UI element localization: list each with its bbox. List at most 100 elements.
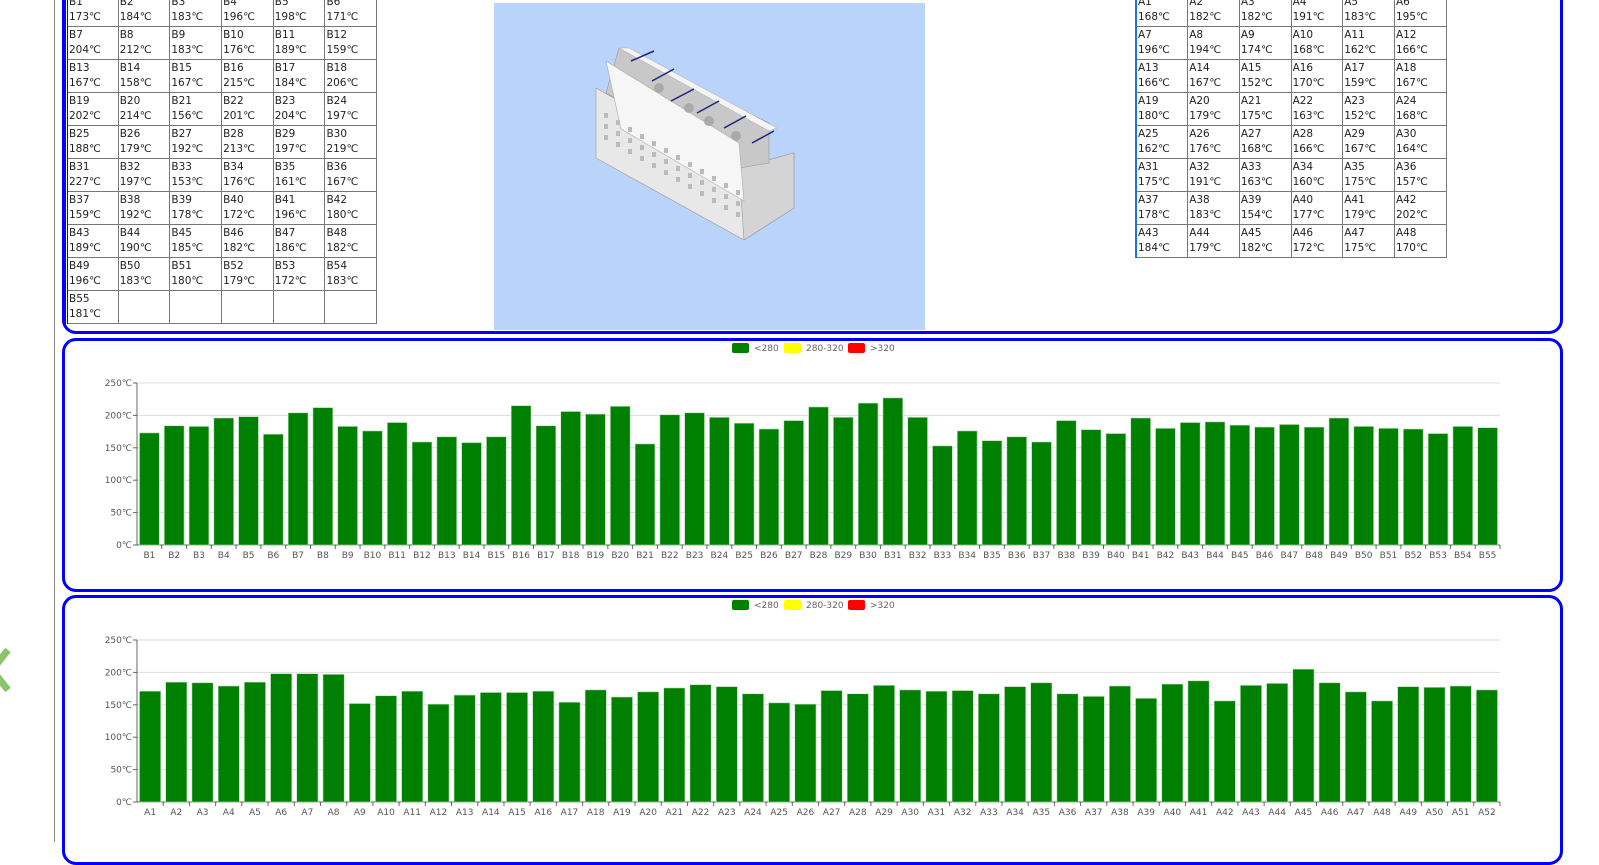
bar-B13[interactable] xyxy=(436,436,457,546)
bar-B33[interactable] xyxy=(932,445,953,546)
bar-A7[interactable] xyxy=(296,673,319,803)
bar-B2[interactable] xyxy=(163,425,185,546)
bar-B43[interactable] xyxy=(1180,422,1201,546)
bar-B6[interactable] xyxy=(263,433,284,546)
bar-B14[interactable] xyxy=(461,442,482,546)
bar-A19[interactable] xyxy=(611,696,633,803)
bar-B50[interactable] xyxy=(1353,426,1374,546)
bar-A16[interactable] xyxy=(532,690,555,803)
3d-model-view[interactable] xyxy=(494,3,925,330)
bar-A17[interactable] xyxy=(558,701,581,803)
bar-B46[interactable] xyxy=(1254,426,1275,546)
bar-A38[interactable] xyxy=(1109,685,1131,803)
bar-B48[interactable] xyxy=(1303,426,1325,546)
bar-A1[interactable] xyxy=(139,690,162,803)
bar-B22[interactable] xyxy=(659,414,680,546)
bar-B34[interactable] xyxy=(956,430,978,546)
bar-B41[interactable] xyxy=(1130,417,1151,546)
bar-A2[interactable] xyxy=(165,681,188,803)
bar-B9[interactable] xyxy=(337,426,358,546)
bar-B3[interactable] xyxy=(188,426,210,546)
bar-B37[interactable] xyxy=(1031,441,1052,546)
bar-A18[interactable] xyxy=(584,689,607,803)
bar-A5[interactable] xyxy=(244,681,266,803)
bar-B45[interactable] xyxy=(1229,424,1250,546)
bar-A8[interactable] xyxy=(322,674,345,803)
bar-A29[interactable] xyxy=(873,685,895,803)
bar-B39[interactable] xyxy=(1080,429,1102,546)
bar-B54[interactable] xyxy=(1452,426,1474,546)
bar-B32[interactable] xyxy=(907,417,928,546)
bar-B52[interactable] xyxy=(1403,428,1424,546)
bar-A48[interactable] xyxy=(1371,700,1393,803)
bar-B26[interactable] xyxy=(758,428,780,546)
bar-A31[interactable] xyxy=(925,690,948,803)
bar-A27[interactable] xyxy=(820,690,843,803)
bar-B36[interactable] xyxy=(1006,436,1027,546)
bar-A45[interactable] xyxy=(1292,668,1315,803)
bar-B8[interactable] xyxy=(312,407,334,546)
bar-A14[interactable] xyxy=(479,692,502,803)
bar-B18[interactable] xyxy=(560,411,581,546)
bar-A50[interactable] xyxy=(1423,687,1446,803)
bar-A47[interactable] xyxy=(1344,691,1367,803)
bar-B10[interactable] xyxy=(362,430,383,546)
bar-A21[interactable] xyxy=(663,687,686,803)
bar-A30[interactable] xyxy=(899,689,922,803)
bar-B35[interactable] xyxy=(981,440,1003,546)
bar-A15[interactable] xyxy=(506,692,528,803)
bar-A6[interactable] xyxy=(270,673,293,803)
bar-A22[interactable] xyxy=(689,684,712,803)
bar-B38[interactable] xyxy=(1056,420,1077,546)
bar-B44[interactable] xyxy=(1204,421,1226,546)
bar-B4[interactable] xyxy=(213,417,234,546)
bar-A12[interactable] xyxy=(427,703,450,803)
bar-A39[interactable] xyxy=(1135,698,1158,803)
bar-B20[interactable] xyxy=(610,406,631,546)
bar-B28[interactable] xyxy=(808,406,829,546)
bar-B30[interactable] xyxy=(857,402,879,546)
bar-B5[interactable] xyxy=(238,416,259,546)
bar-A24[interactable] xyxy=(742,693,764,803)
bar-B15[interactable] xyxy=(486,436,507,546)
bar-A9[interactable] xyxy=(348,703,371,803)
bar-A23[interactable] xyxy=(715,686,738,803)
bar-A49[interactable] xyxy=(1397,686,1420,803)
bar-A34[interactable] xyxy=(1004,686,1026,803)
bar-A13[interactable] xyxy=(453,694,476,803)
bar-A11[interactable] xyxy=(401,690,424,803)
bar-B19[interactable] xyxy=(585,413,606,546)
bar-B27[interactable] xyxy=(783,420,804,546)
bar-A20[interactable] xyxy=(637,691,660,803)
bar-B51[interactable] xyxy=(1378,428,1399,546)
bar-B55[interactable] xyxy=(1477,427,1498,546)
bar-A26[interactable] xyxy=(794,703,817,803)
bar-B7[interactable] xyxy=(287,412,309,546)
bar-B31[interactable] xyxy=(882,397,904,546)
bar-B29[interactable] xyxy=(833,417,854,546)
bar-B17[interactable] xyxy=(535,425,557,546)
collapse-chevron-icon[interactable] xyxy=(0,648,16,692)
bar-A44[interactable] xyxy=(1266,683,1289,803)
bar-B16[interactable] xyxy=(510,405,532,546)
bar-B24[interactable] xyxy=(709,417,730,546)
bar-B21[interactable] xyxy=(634,443,656,546)
bar-A35[interactable] xyxy=(1030,682,1053,803)
bar-B12[interactable] xyxy=(411,441,433,546)
bar-B47[interactable] xyxy=(1279,424,1300,546)
bar-A42[interactable] xyxy=(1213,700,1236,803)
bar-A28[interactable] xyxy=(846,693,869,803)
bar-A36[interactable] xyxy=(1056,693,1079,803)
bar-A51[interactable] xyxy=(1449,685,1472,803)
bar-B40[interactable] xyxy=(1105,433,1127,546)
bar-B23[interactable] xyxy=(684,412,705,546)
bar-A43[interactable] xyxy=(1240,685,1262,803)
bar-A10[interactable] xyxy=(375,695,397,803)
bar-B53[interactable] xyxy=(1427,433,1449,546)
bar-B11[interactable] xyxy=(387,422,408,546)
bar-A40[interactable] xyxy=(1161,683,1184,803)
bar-A3[interactable] xyxy=(191,682,214,803)
bar-B42[interactable] xyxy=(1155,428,1176,546)
bar-B49[interactable] xyxy=(1328,417,1350,546)
bar-B1[interactable] xyxy=(139,432,160,546)
